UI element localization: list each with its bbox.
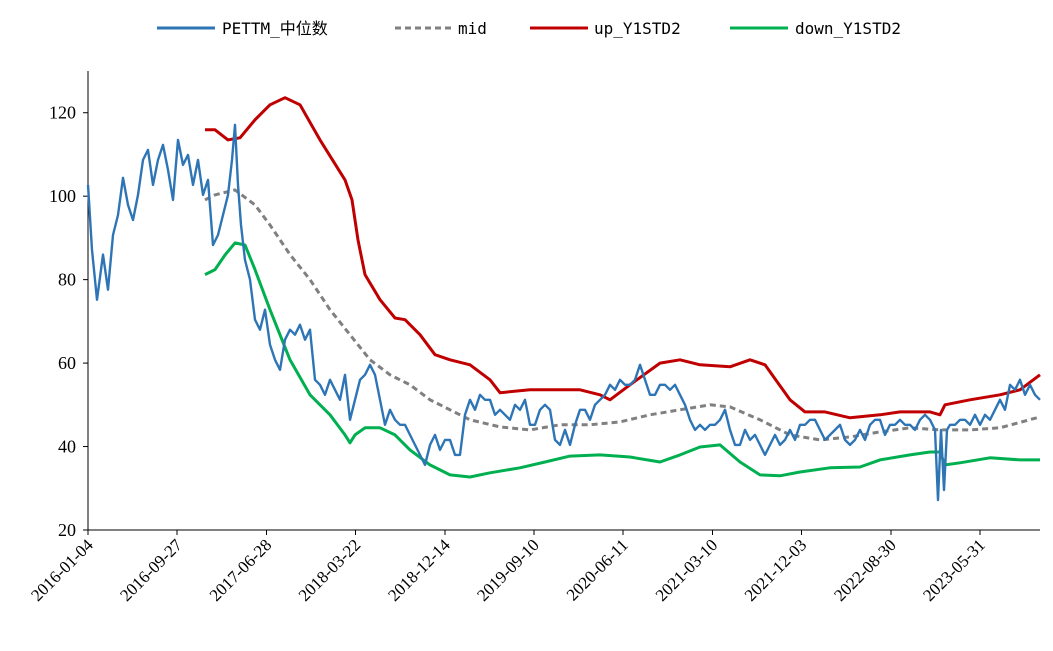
legend-label-up: up_Y1STD2 <box>594 19 681 38</box>
x-tick-label: 2019-09-10 <box>473 535 543 605</box>
y-tick-label: 100 <box>49 186 76 206</box>
series-line-up-y1std2 <box>205 96 1041 420</box>
legend-label-down: down_Y1STD2 <box>795 19 901 38</box>
y-tick-label: 40 <box>58 437 76 457</box>
series-line-mid <box>204 188 1041 442</box>
legend-label-mid: mid <box>458 19 487 38</box>
x-tick-label: 2020-06-11 <box>563 535 632 604</box>
y-tick-label: 80 <box>58 270 76 290</box>
x-tick-label: 2022-08-30 <box>830 535 900 605</box>
x-tick-label: 2023-05-31 <box>919 535 989 605</box>
x-tick-label: 2018-12-14 <box>384 535 454 605</box>
y-tick-label: 120 <box>49 103 76 123</box>
series-line-down-y1std2 <box>204 241 1040 479</box>
legend-item-down: down_Y1STD2 <box>730 19 901 38</box>
y-tick-label: 60 <box>58 353 76 373</box>
legend-item-up: up_Y1STD2 <box>530 19 681 38</box>
legend-item-mid: mid <box>395 19 487 38</box>
x-tick-label: 2021-12-03 <box>741 535 811 605</box>
series-group <box>86 96 1041 502</box>
series-line-pettm- <box>86 123 1041 502</box>
legend-label-pettm: PETTM_中位数 <box>222 19 328 38</box>
legend-item-pettm: PETTM_中位数 <box>157 19 328 38</box>
x-tick-label: 2017-06-28 <box>206 535 276 605</box>
x-tick-label: 2018-03-22 <box>295 535 365 605</box>
x-tick-label: 2021-03-10 <box>652 535 722 605</box>
x-tick-label: 2016-01-04 <box>27 535 97 605</box>
x-tick-label: 2016-09-27 <box>116 535 186 605</box>
legend: PETTM_中位数 mid up_Y1STD2 down_Y1STD2 <box>157 19 901 38</box>
y-tick-label: 20 <box>58 520 76 540</box>
